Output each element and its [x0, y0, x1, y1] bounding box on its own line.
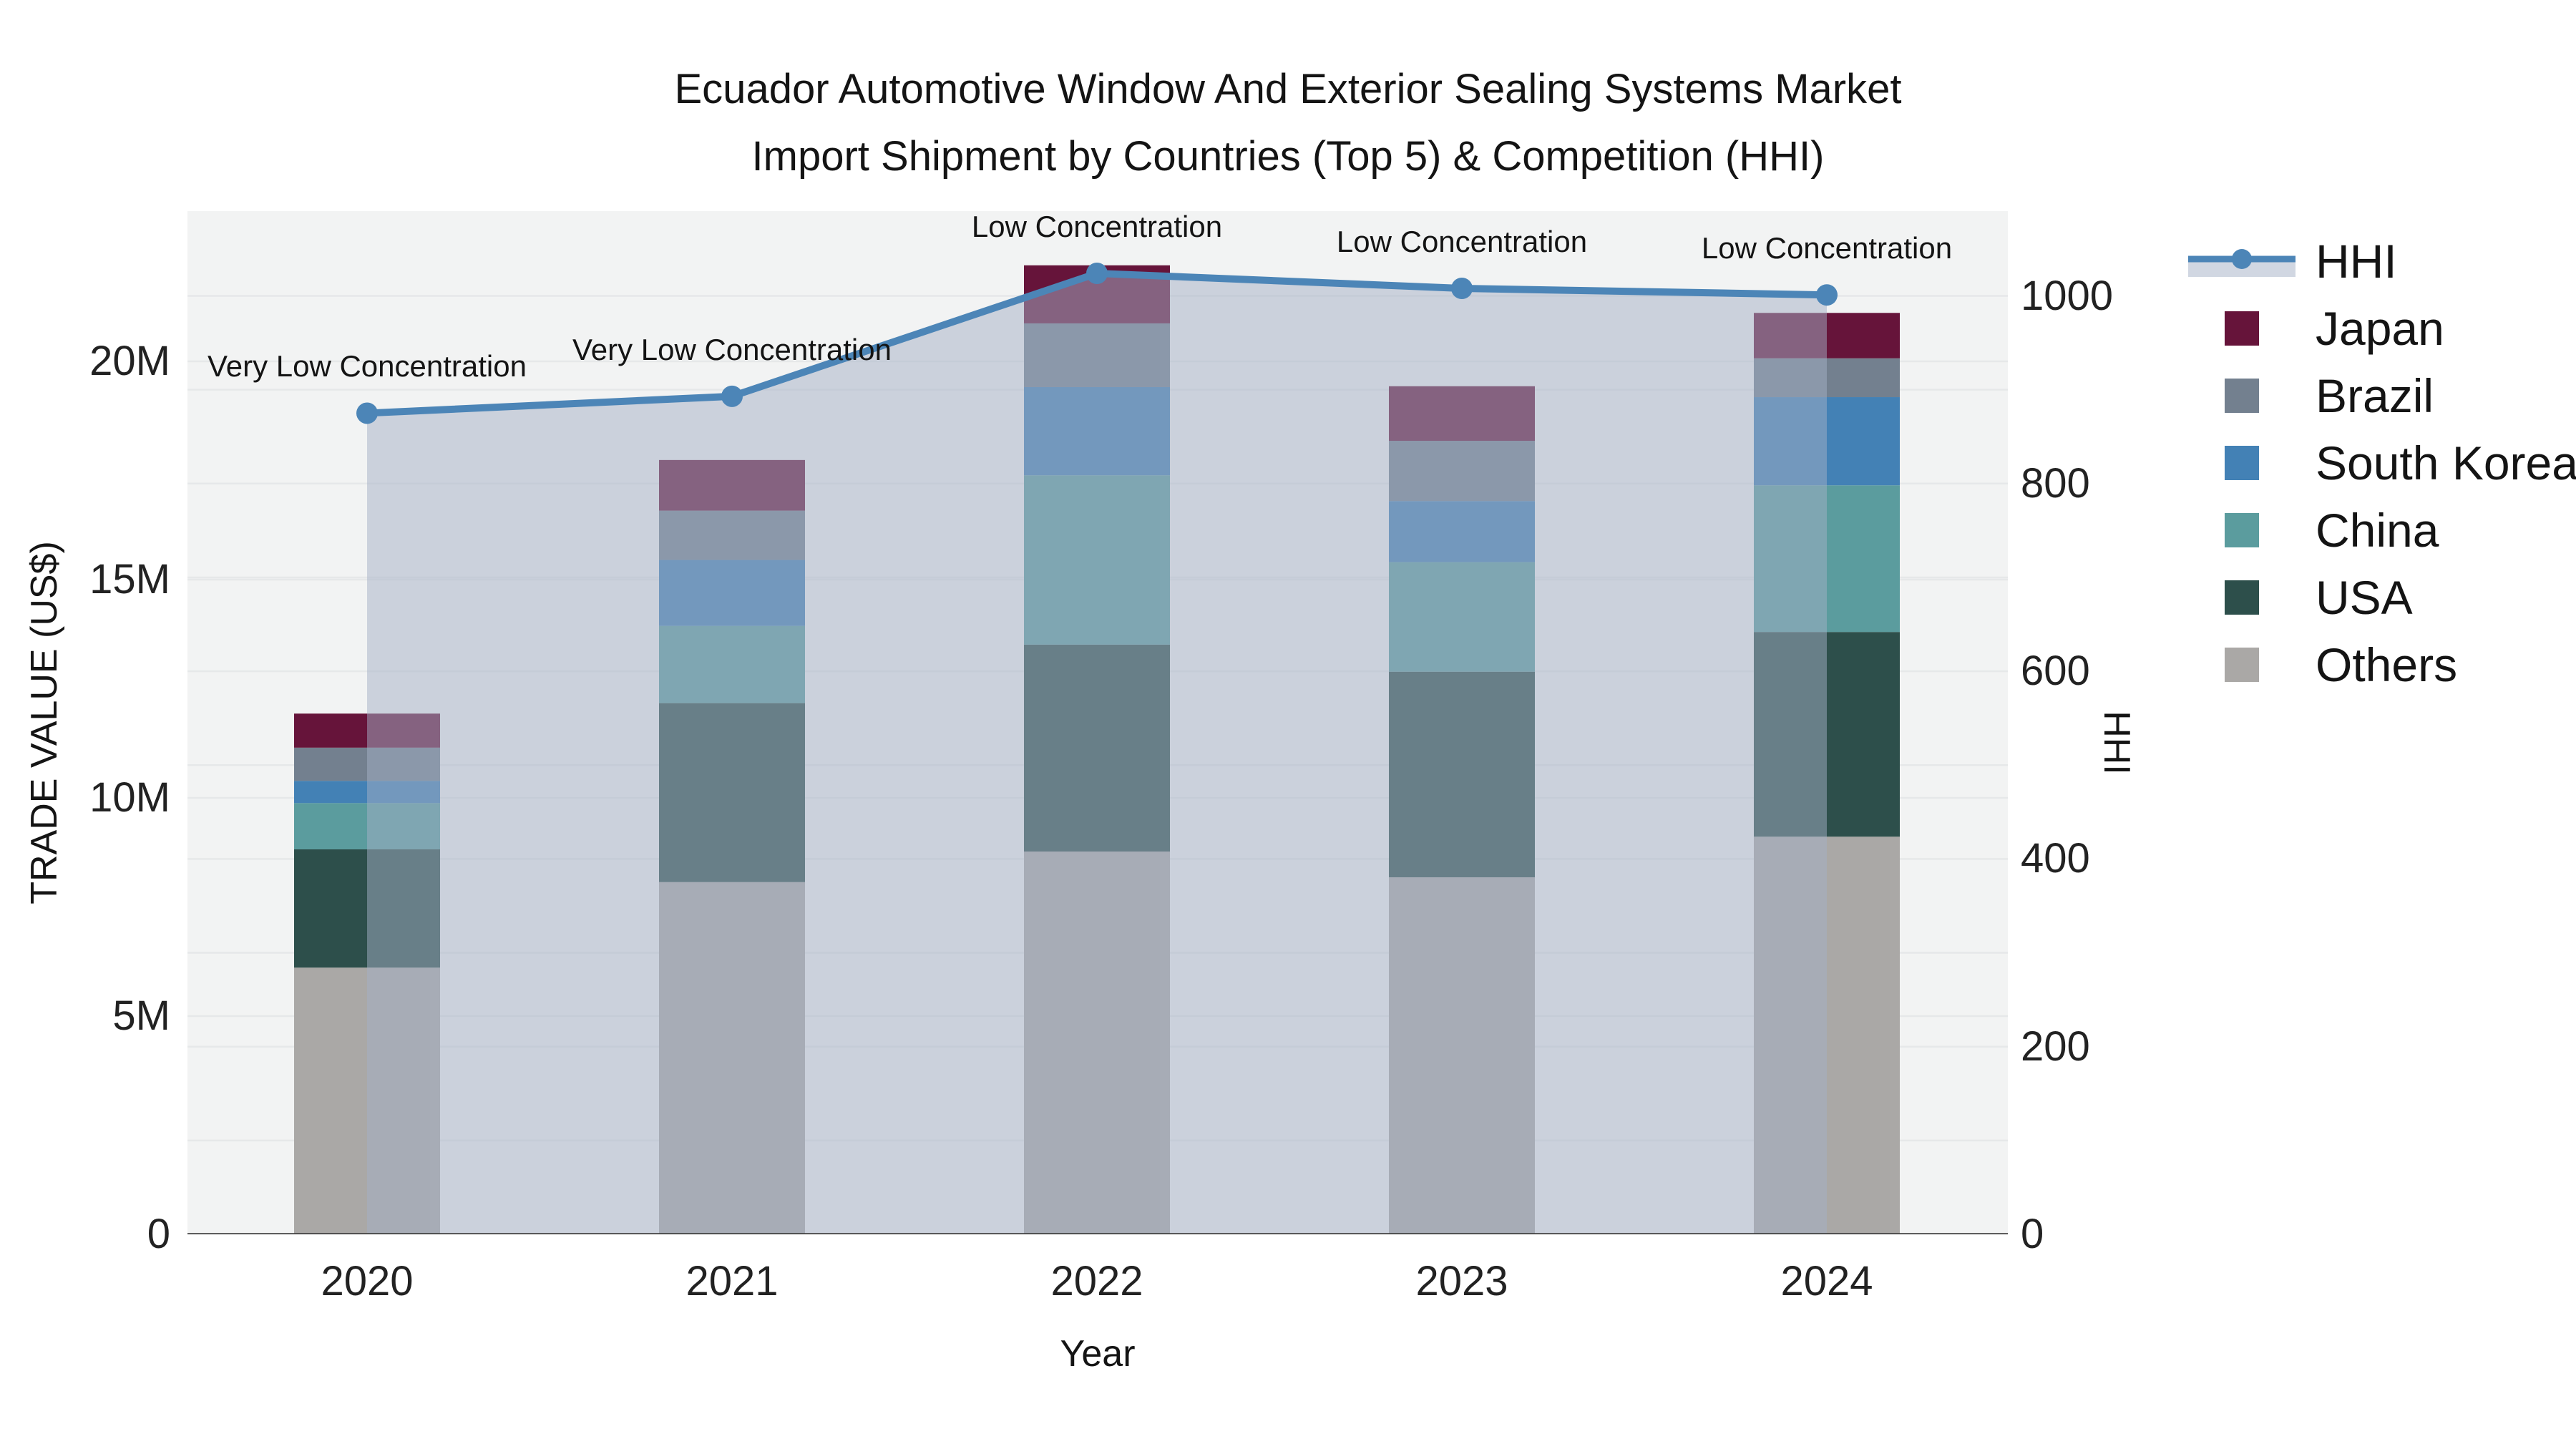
hhi-marker-2020: [356, 402, 378, 424]
x-tick-2022: 2022: [1050, 1258, 1143, 1304]
annotation-2022: Low Concentration: [971, 210, 1223, 244]
y-right-tick-800: 800: [2021, 459, 2090, 507]
chart-title-line1: Ecuador Automotive Window And Exterior S…: [674, 66, 1902, 112]
legend-label-south-korea: South Korea: [2316, 436, 2576, 489]
y-left-tick-10M: 10M: [89, 774, 170, 821]
color-swatch-japan: [2225, 311, 2259, 346]
annotation-2024: Low Concentration: [1701, 231, 1953, 265]
plot-area: [187, 211, 2008, 1234]
y-right-tick-600: 600: [2021, 648, 2090, 695]
legend-item-south-korea[interactable]: South Korea: [2188, 429, 2576, 497]
annotation-2021: Very Low Concentration: [572, 332, 892, 366]
annotation-2023: Low Concentration: [1336, 225, 1588, 258]
hhi-marker-2023: [1451, 278, 1473, 300]
y-axis-left-title: TRADE VALUE (US$): [24, 541, 65, 904]
y-left-tick-15M: 15M: [89, 556, 170, 602]
color-swatch-usa: [2225, 580, 2259, 615]
legend-item-usa[interactable]: USA: [2188, 564, 2576, 631]
color-swatch-south-korea: [2225, 446, 2259, 480]
legend-item-japan[interactable]: Japan: [2188, 295, 2576, 362]
y-right-tick-0: 0: [2021, 1211, 2044, 1257]
x-axis-title: Year: [1060, 1333, 1136, 1375]
legend-item-others[interactable]: Others: [2188, 631, 2576, 698]
hhi-marker-2022: [1086, 263, 1108, 285]
legend-swatch-icon: [2188, 311, 2296, 346]
y-left-tick-20M: 20M: [89, 338, 170, 384]
legend-label-hhi: HHI: [2316, 235, 2397, 288]
legend-swatch-icon: [2188, 513, 2296, 547]
legend-label-others: Others: [2316, 638, 2458, 691]
hhi-area-fill: [367, 273, 1827, 1234]
y-right-tick-1000: 1000: [2021, 272, 2114, 319]
legend-swatch-icon: [2188, 446, 2296, 480]
legend: HHI Japan Brazil South Korea China USA Others: [2188, 228, 2576, 698]
legend-item-brazil[interactable]: Brazil: [2188, 362, 2576, 429]
legend-swatch-icon: [2188, 379, 2296, 413]
x-tick-2021: 2021: [686, 1258, 779, 1304]
legend-item-hhi[interactable]: HHI: [2188, 228, 2576, 295]
color-swatch-china: [2225, 513, 2259, 547]
y-left-tick-0: 0: [147, 1211, 170, 1257]
chart-title-line2: Import Shipment by Countries (Top 5) & C…: [751, 132, 1825, 180]
hhi-marker-2024: [1816, 284, 1838, 306]
legend-label-usa: USA: [2316, 571, 2413, 624]
hhi-line-legend-icon: [2188, 240, 2296, 283]
legend-item-china[interactable]: China: [2188, 497, 2576, 564]
legend-label-japan: Japan: [2316, 302, 2444, 355]
legend-swatch-icon: [2188, 580, 2296, 615]
annotation-2020: Very Low Concentration: [208, 349, 527, 384]
hhi-marker-2021: [721, 385, 743, 407]
x-tick-2024: 2024: [1780, 1258, 1873, 1304]
y-left-tick-5M: 5M: [112, 992, 170, 1039]
color-swatch-others: [2225, 648, 2259, 682]
x-tick-2023: 2023: [1415, 1258, 1508, 1304]
y-right-tick-400: 400: [2021, 835, 2090, 882]
chart-title: Ecuador Automotive Window And Exterior S…: [0, 56, 2576, 190]
legend-label-brazil: Brazil: [2316, 369, 2434, 422]
y-axis-right-title: HHI: [2096, 711, 2137, 775]
color-swatch-brazil: [2225, 379, 2259, 413]
legend-label-china: China: [2316, 504, 2439, 557]
x-tick-2020: 2020: [321, 1258, 414, 1304]
y-right-tick-200: 200: [2021, 1023, 2090, 1070]
legend-swatch-icon: [2188, 648, 2296, 682]
